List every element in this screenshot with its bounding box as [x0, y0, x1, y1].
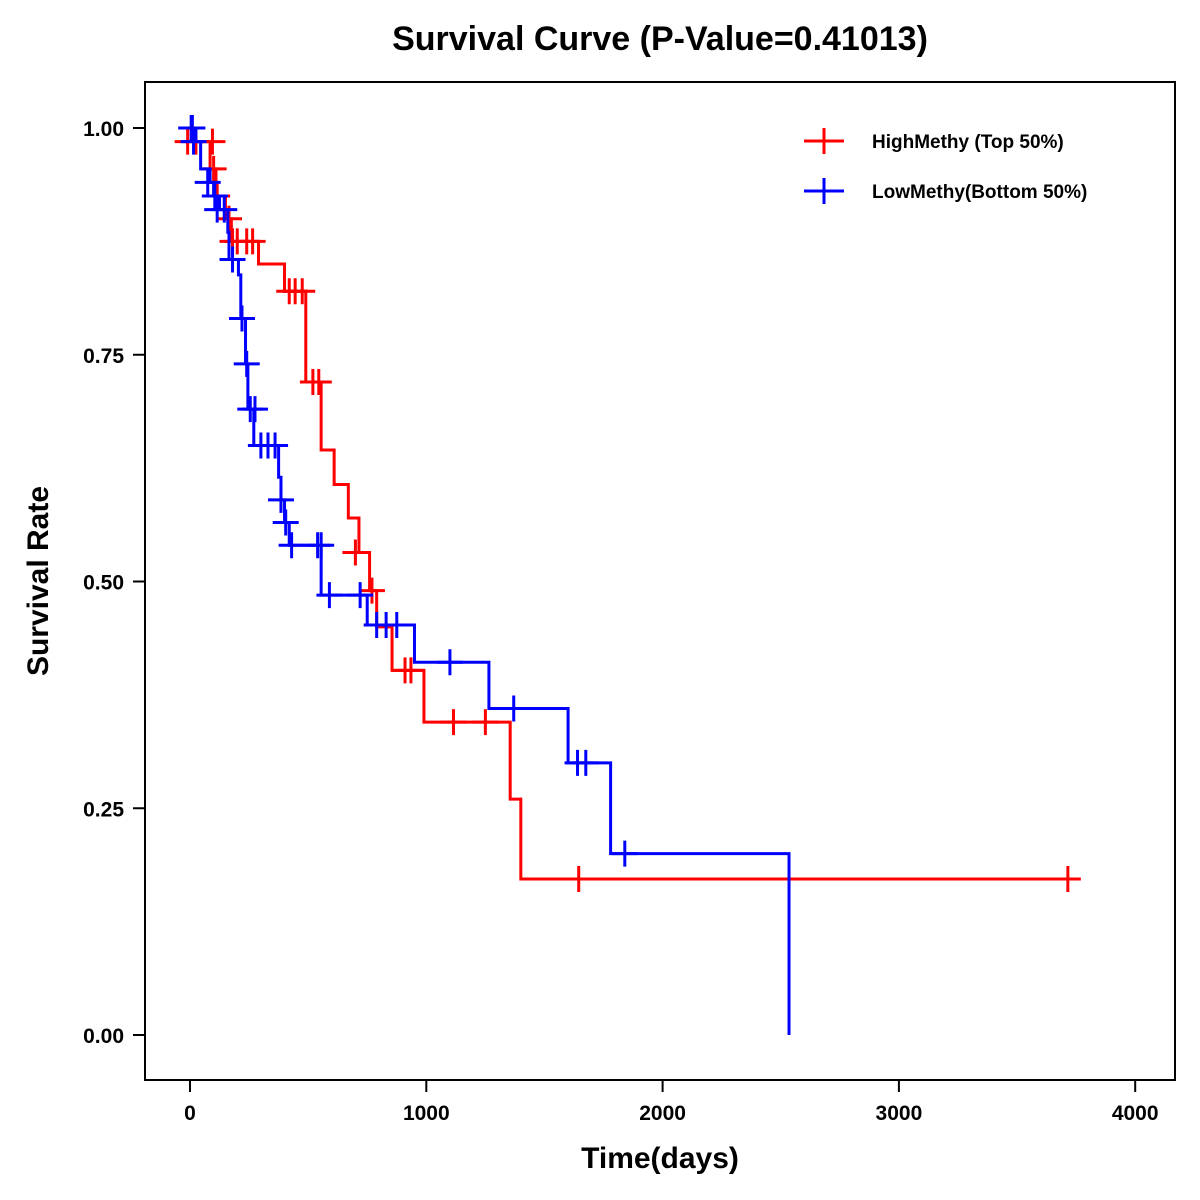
y-tick-label: 0.00	[83, 1025, 124, 1048]
censor-mark	[219, 246, 246, 273]
censor-mark	[289, 278, 316, 305]
chart-title: Survival Curve (P-Value=0.41013)	[392, 20, 928, 58]
censor-mark	[436, 649, 463, 676]
censor-mark	[211, 196, 238, 223]
censor-mark	[267, 486, 294, 513]
censor-mark	[278, 532, 305, 559]
censor-mark	[180, 128, 207, 155]
censor-mark	[358, 577, 385, 604]
survival-step-line	[190, 126, 1070, 881]
censor-mark	[472, 709, 499, 736]
censor-mark	[239, 228, 266, 255]
censor-mark	[397, 657, 424, 684]
legend-item: HighMethy (Top 50%)	[804, 128, 1064, 154]
y-axis: 0.00 0.25 0.50 0.75 1.00	[83, 118, 145, 1048]
censor-mark	[194, 169, 221, 196]
censor-mark	[500, 695, 527, 722]
x-tick-label: 2000	[639, 1102, 686, 1125]
censor-mark	[241, 396, 268, 423]
censor-mark	[347, 582, 374, 609]
survival-curves	[174, 115, 1081, 1035]
censor-mark	[342, 539, 369, 566]
censor-mark	[272, 509, 299, 536]
y-axis-label: Survival Rate	[22, 486, 55, 676]
series-high-methy	[174, 126, 1081, 892]
censor-mark	[611, 840, 638, 867]
x-axis-label: Time(days)	[581, 1142, 739, 1175]
y-tick-label: 0.25	[83, 798, 124, 821]
censor-mark	[228, 305, 255, 332]
x-tick-label: 0	[184, 1102, 196, 1125]
censor-mark	[383, 612, 410, 639]
censor-mark	[262, 432, 289, 459]
x-tick-label: 3000	[876, 1102, 923, 1125]
legend-item: LowMethy(Bottom 50%)	[804, 178, 1087, 204]
y-tick-label: 0.50	[83, 572, 124, 595]
censor-mark	[201, 183, 228, 210]
censor-mark	[305, 368, 332, 395]
x-tick-label: 1000	[403, 1102, 450, 1125]
legend-swatch	[804, 178, 844, 204]
censor-mark	[233, 350, 260, 377]
x-tick-label: 4000	[1112, 1102, 1159, 1125]
series-low-methy	[178, 115, 791, 1035]
censor-mark	[316, 582, 343, 609]
legend: HighMethy (Top 50%) LowMethy(Bottom 50%)	[804, 128, 1087, 204]
y-tick-label: 0.75	[83, 345, 124, 368]
plot-frame	[144, 81, 1176, 1081]
y-tick-label: 1.00	[83, 118, 124, 141]
censor-mark	[308, 532, 335, 559]
censor-mark	[565, 865, 592, 892]
censor-mark	[1054, 865, 1081, 892]
x-axis: 0 1000 2000 3000 4000	[184, 1080, 1159, 1125]
legend-label: LowMethy(Bottom 50%)	[872, 182, 1087, 203]
censor-mark	[572, 749, 599, 776]
legend-swatch	[804, 128, 844, 154]
censor-mark	[440, 709, 467, 736]
legend-label: HighMethy (Top 50%)	[872, 132, 1064, 153]
